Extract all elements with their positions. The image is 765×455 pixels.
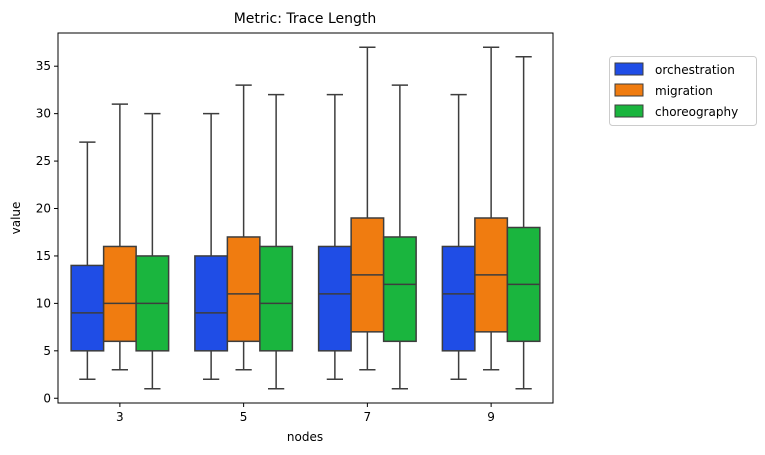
legend-swatch-orchestration xyxy=(614,62,644,76)
legend-label-migration: migration xyxy=(655,84,713,98)
x-tick-label: 3 xyxy=(116,410,124,424)
box-orchestration-5 xyxy=(194,112,229,381)
box-choreography-9 xyxy=(506,55,541,390)
x-tick-label: 9 xyxy=(487,410,495,424)
box-migration-7 xyxy=(350,46,385,371)
box-orchestration-9 xyxy=(441,93,476,381)
box-body xyxy=(382,236,417,343)
y-tick-label: 35 xyxy=(36,59,51,73)
box-body xyxy=(317,245,352,352)
box-body xyxy=(226,236,261,343)
x-axis: 3 5 7 9 xyxy=(116,403,495,424)
y-tick-label: 20 xyxy=(36,202,51,216)
x-tick-label: 7 xyxy=(364,410,372,424)
legend-swatch-choreography xyxy=(614,104,644,118)
legend-swatch-migration xyxy=(614,83,644,97)
legend-label-choreography: choreography xyxy=(655,105,738,119)
box-choreography-7 xyxy=(382,84,417,390)
series-orchestration xyxy=(70,93,476,381)
y-tick-label: 5 xyxy=(43,344,51,358)
box-orchestration-3 xyxy=(70,141,105,381)
y-axis: 0 5 10 15 20 25 30 35 xyxy=(36,59,58,405)
series-choreography xyxy=(135,55,541,390)
plot-frame xyxy=(57,32,554,404)
box-orchestration-7 xyxy=(317,93,352,381)
box-migration-3 xyxy=(102,103,137,371)
y-tick-label: 25 xyxy=(36,154,51,168)
legend-frame xyxy=(609,56,757,126)
box-body xyxy=(259,245,294,352)
legend-label-orchestration: orchestration xyxy=(655,63,735,77)
y-axis-label: value xyxy=(9,202,23,235)
box-body xyxy=(194,255,229,352)
box-migration-5 xyxy=(226,84,261,371)
x-axis-label: nodes xyxy=(287,430,323,444)
chart-title: Metric: Trace Length xyxy=(234,11,377,27)
y-tick-label: 15 xyxy=(36,249,51,263)
box-migration-9 xyxy=(474,46,509,371)
plot-area xyxy=(70,46,541,390)
series-migration xyxy=(102,46,509,371)
box-body xyxy=(70,264,105,352)
box-choreography-3 xyxy=(135,112,170,390)
box-choreography-5 xyxy=(259,93,294,390)
box-body xyxy=(102,245,137,343)
x-tick-label: 5 xyxy=(240,410,248,424)
legend: orchestration migration choreography xyxy=(609,56,757,126)
y-tick-label: 10 xyxy=(36,296,51,310)
box-body xyxy=(441,245,476,352)
y-tick-label: 30 xyxy=(36,107,51,121)
y-tick-label: 0 xyxy=(43,391,51,405)
